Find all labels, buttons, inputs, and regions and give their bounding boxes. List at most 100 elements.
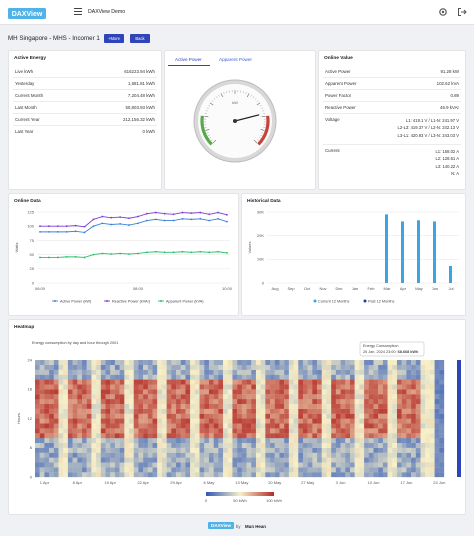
data-point [199, 211, 202, 214]
heatmap-cell [368, 384, 374, 390]
gauge-tick [252, 96, 255, 99]
heatmap-cell [176, 462, 181, 468]
heatmap-cell [246, 452, 252, 458]
heatmap-cell [387, 447, 393, 453]
heatmap-cell [415, 428, 421, 434]
heatmap-cell [359, 413, 365, 419]
back-button[interactable]: Back [130, 34, 150, 43]
logout-icon[interactable] [457, 7, 467, 17]
heatmap-cell [429, 394, 435, 400]
color-bar-tick: 50 kWh [233, 498, 247, 503]
heatmap-cell [227, 428, 233, 434]
heatmap-cell [251, 442, 257, 448]
heatmap-cell [166, 452, 172, 458]
tab-apparent-power[interactable]: Apparent Power [219, 57, 252, 62]
heatmap-cell [114, 433, 120, 439]
heatmap-cell [110, 462, 116, 468]
heatmap-cell [251, 447, 257, 453]
heatmap-cell [434, 457, 440, 463]
heatmap-cell [321, 403, 327, 409]
gauge-hub [233, 119, 237, 123]
heatmap-cell [143, 447, 148, 453]
heatmap-cell [392, 447, 398, 453]
heatmap-cell [293, 428, 299, 434]
legend-marker [54, 300, 56, 302]
daxview-logo[interactable]: DAXView [8, 8, 46, 19]
heatmap-cell [39, 433, 45, 439]
current-label: Current [325, 148, 340, 153]
heatmap-cell [44, 442, 50, 448]
more-button[interactable]: +More [104, 34, 124, 43]
settings-gear-icon[interactable] [438, 7, 448, 17]
heatmap-cell [340, 462, 346, 468]
heatmap-cell [279, 452, 285, 458]
heatmap-cell [349, 399, 355, 405]
data-point [83, 231, 86, 234]
gauge-tick [215, 96, 218, 99]
heatmap-cell [260, 394, 266, 400]
heatmap-cell [321, 413, 327, 419]
heatmap-cell [373, 408, 379, 414]
heatmap-cell [194, 360, 200, 366]
heatmap-cell [143, 467, 148, 473]
heatmap-cell [91, 457, 97, 463]
row-label: Last Month [15, 105, 37, 110]
heatmap-cell [335, 379, 341, 385]
heatmap-cell [208, 433, 214, 439]
data-point [39, 225, 41, 228]
heatmap-cell [208, 413, 214, 419]
heatmap-cell [279, 364, 285, 370]
heatmap-cell [326, 433, 332, 439]
logo-graphic: DAXView [8, 8, 46, 19]
heatmap-cell [190, 433, 195, 439]
heatmap-cell [119, 364, 125, 370]
heatmap-cell [72, 369, 78, 375]
heatmap-cell [44, 452, 50, 458]
heatmap-cell [143, 360, 148, 366]
heatmap-cell [133, 394, 139, 400]
heatmap-cell [434, 428, 440, 434]
heatmap-cell [364, 389, 369, 395]
heatmap-cell [232, 452, 238, 458]
heatmap-cell [265, 447, 271, 453]
heatmap-cell [241, 379, 247, 385]
heatmap-cell [72, 379, 78, 385]
heatmap-cell [223, 428, 228, 434]
heatmap-cell [77, 403, 83, 409]
heatmap-cell [279, 360, 285, 366]
row-value: 0 kWh [142, 129, 155, 134]
heatmap-cell [119, 452, 125, 458]
heatmap-cell [110, 403, 116, 409]
menu-icon[interactable] [74, 8, 82, 15]
x-tick-label: 17 Jun [400, 480, 412, 485]
heatmap-cell [406, 452, 412, 458]
heatmap-cell [260, 447, 266, 453]
heatmap-cell [270, 467, 275, 473]
heatmap-cell [368, 379, 374, 385]
heatmap-cell [251, 462, 257, 468]
heatmap-cell [429, 457, 435, 463]
heatmap-cell [312, 423, 318, 429]
heatmap-cell [39, 389, 45, 395]
heatmap-cell [171, 384, 177, 390]
heatmap-cell [429, 462, 435, 468]
heatmap-cell [270, 403, 275, 409]
heatmap-cell [425, 384, 431, 390]
heatmap-cell [199, 413, 205, 419]
heatmap-cell [86, 472, 92, 478]
heatmap-cell [312, 433, 318, 439]
heatmap-cell [354, 457, 360, 463]
data-point [217, 250, 219, 253]
heatmap-cell [288, 447, 294, 453]
online-value-title: Online Value [324, 56, 353, 61]
heatmap-cell [331, 457, 337, 463]
heatmap-cell [35, 374, 40, 380]
heatmap-cell [335, 447, 341, 453]
heatmap-cell [340, 379, 346, 385]
heatmap-cell [204, 433, 210, 439]
heatmap-cell [302, 433, 308, 439]
heatmap-cell [119, 379, 125, 385]
tab-active-power[interactable]: Active Power [175, 57, 202, 62]
heatmap-cell [387, 428, 393, 434]
